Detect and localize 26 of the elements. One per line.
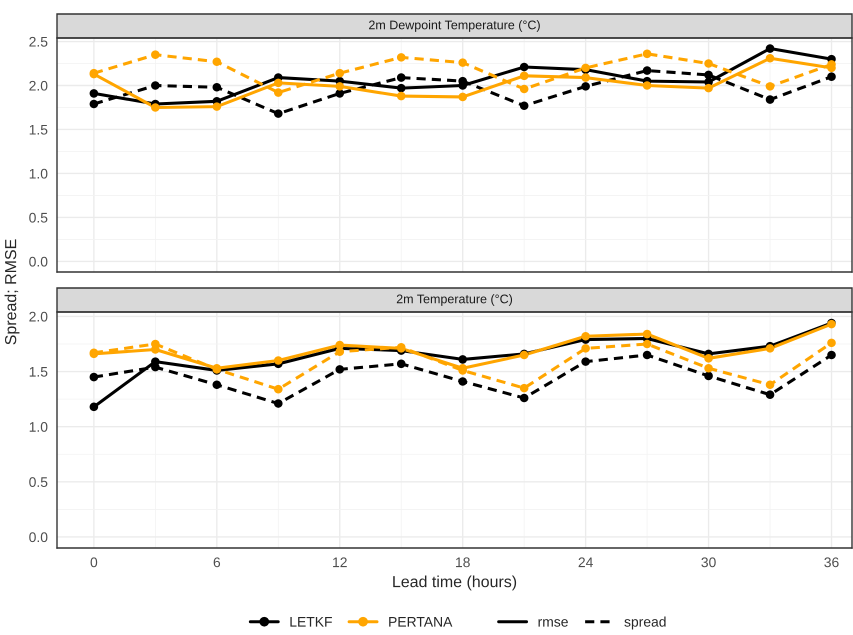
x-tick-label: 24 [578,557,593,568]
y-tick-label: 1.5 [30,124,48,135]
y-tick-label: 1.0 [30,422,48,432]
x-axis-title: Lead time (hours) [393,576,516,590]
legend-label: rmse [538,619,568,627]
x-tick-label: 6 [214,557,220,568]
legend-label: spread [624,616,666,630]
legend-label: LETKF [290,617,332,627]
x-tick-label: 36 [824,557,839,568]
y-tick-label: 0.0 [29,256,48,267]
x-tick-label: 18 [456,557,470,568]
y-tick-label: 1.5 [30,367,48,377]
y-tick-label: 0.5 [29,477,48,487]
legend-label: PERTANA [389,617,452,627]
x-tick-label: 12 [333,557,347,568]
y-tick-label: 2.0 [29,80,48,91]
y-axis-title: Spread; RMSE [4,239,20,345]
x-tick-label: 0 [90,557,98,568]
y-tick-label: 2.5 [29,36,48,47]
y-tick-label: 0.0 [29,532,48,542]
chart-title: 2m Temperature (°C) [396,294,512,306]
y-tick-label: 1.0 [30,168,48,179]
x-tick-label: 30 [701,557,716,568]
y-tick-label: 0.5 [29,212,48,223]
y-tick-label: 2.0 [29,312,48,322]
chart-title: 2m Dewpoint Temperature (°C) [369,20,540,32]
